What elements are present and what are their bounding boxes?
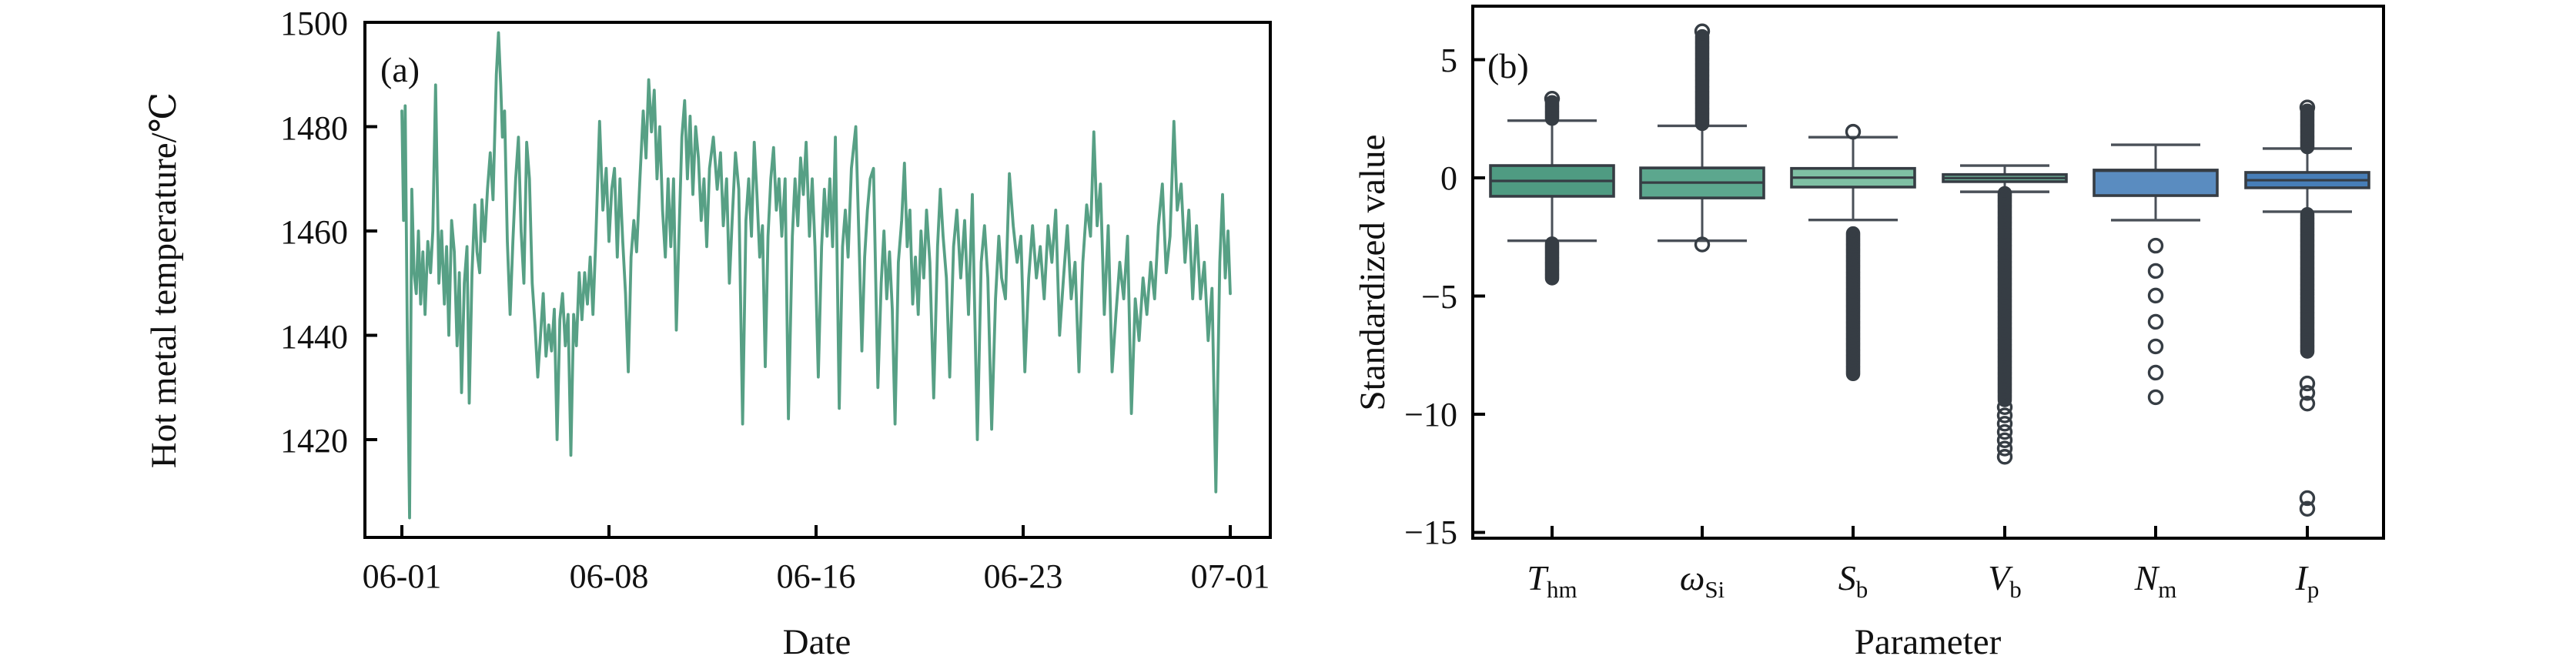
a-ytick-label: 1440 — [280, 318, 348, 356]
a-y-axis-title: Hot metal temperature/℃ — [144, 92, 184, 468]
outlier-point — [1996, 399, 2013, 415]
outlier-point — [2300, 207, 2315, 222]
outlier-point — [2299, 500, 2316, 517]
b-ytick-label: −10 — [1404, 396, 1457, 433]
b-xtick-label: Sb — [1838, 558, 1868, 603]
b-ytick-label: −15 — [1404, 514, 1457, 551]
a-x-axis-title: Date — [783, 622, 851, 662]
outlier-point — [1845, 226, 1861, 241]
boxplot-N_m — [2093, 143, 2219, 406]
outlier-point — [1996, 432, 2013, 448]
a-ytick-label: 1500 — [280, 5, 348, 42]
b-xtick-label: Vb — [1988, 558, 2022, 603]
outlier-point — [1996, 449, 2013, 465]
b-y-axis-title: Standardized value — [1353, 135, 1393, 411]
temperature-line-series — [400, 31, 1232, 520]
outlier-point — [1694, 23, 1711, 39]
boxplot-I_p — [2244, 99, 2370, 517]
outlier-point — [2147, 364, 2164, 381]
panel-b-letter: (b) — [1487, 46, 1529, 85]
b-xtick-label: Nm — [2134, 558, 2177, 603]
b-xtick-label: Thm — [1527, 558, 1577, 603]
b-ytick-label: 5 — [1440, 42, 1457, 79]
a-ytick-label: 1460 — [280, 213, 348, 251]
panel-b-shapes — [1471, 5, 2385, 540]
outlier-point — [1996, 423, 2013, 440]
outlier-point — [1997, 186, 2012, 201]
outlier-point — [1694, 236, 1711, 253]
outlier-point — [2299, 385, 2316, 401]
outlier-point — [1845, 123, 1862, 140]
b-xtick-label: ωSi — [1680, 558, 1725, 603]
outlier-point — [2147, 237, 2164, 254]
panel-a-letter: (a) — [380, 50, 420, 89]
outlier-point — [2299, 99, 2316, 115]
a-ytick-label: 1480 — [280, 109, 348, 147]
boxplot-V_b — [1942, 164, 2068, 465]
outlier-point — [2147, 338, 2164, 355]
outlier-point — [2299, 375, 2316, 392]
a-xtick-label: 06-08 — [570, 557, 649, 595]
outlier-point — [1544, 236, 1560, 251]
a-xtick-label: 06-23 — [984, 557, 1063, 595]
boxplot-omega_Si — [1639, 23, 1765, 253]
boxplot-T_hm — [1489, 90, 1615, 286]
boxplot-S_b — [1790, 123, 1916, 382]
outlier-point — [1996, 440, 2013, 457]
outlier-point — [2299, 490, 2316, 507]
panel-b-frame — [1471, 5, 2385, 540]
outlier-point — [2147, 389, 2164, 406]
panel-a-shapes — [363, 21, 1272, 539]
outlier-point — [1996, 416, 2013, 432]
outlier-point — [2147, 287, 2164, 304]
iqr-box — [2093, 169, 2219, 197]
a-ytick-label: 1420 — [280, 422, 348, 460]
outlier-point — [2147, 313, 2164, 330]
a-xtick-label: 07-01 — [1191, 557, 1270, 595]
outlier-point — [1544, 90, 1561, 107]
a-xtick-label: 06-16 — [777, 557, 856, 595]
outlier-point — [2299, 395, 2316, 412]
b-ytick-label: −5 — [1421, 278, 1457, 316]
a-xtick-label: 06-01 — [363, 557, 442, 595]
outlier-point — [2147, 263, 2164, 279]
outlier-point — [1996, 407, 2013, 423]
b-x-axis-title: Parameter — [1855, 622, 2002, 662]
b-ytick-label: 0 — [1440, 159, 1457, 197]
b-xtick-label: Ip — [2295, 558, 2320, 603]
